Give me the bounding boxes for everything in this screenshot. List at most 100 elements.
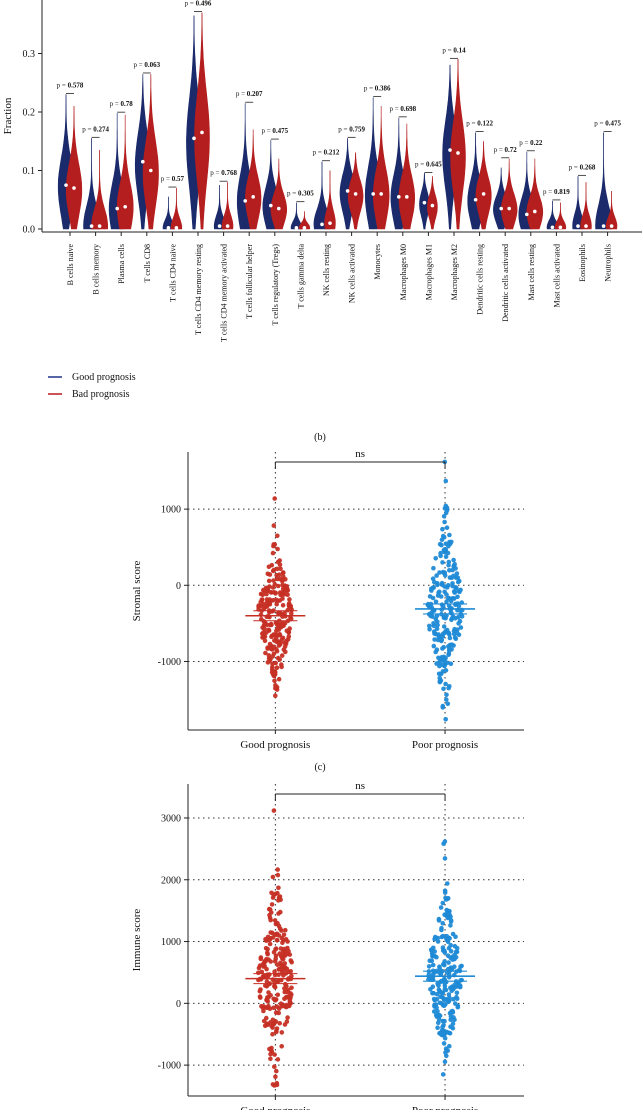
median-dot-good [141,159,145,164]
data-point [433,556,439,561]
data-point [456,614,461,620]
data-point [275,1057,281,1062]
data-point [443,503,449,509]
p-value-label: p = 0.759 [338,125,365,133]
data-point [282,640,287,646]
data-point [433,1013,439,1018]
median-dot-bad [533,209,537,214]
median-dot-good [601,224,606,228]
violin-bad-right [304,211,311,230]
data-point [280,586,286,591]
median-dot-good [115,206,119,211]
data-point [282,989,288,995]
violin-good-left [236,103,246,230]
data-point [279,928,284,933]
data-point [447,1043,452,1049]
violin-good-left [162,196,169,230]
data-point [275,992,281,998]
data-point [445,881,450,886]
data-point [258,995,263,1000]
data-point [437,988,442,993]
data-point [280,603,286,608]
x-tick-label: Poor prognosis [412,1105,478,1110]
data-point [267,907,273,912]
data-point [275,626,280,631]
data-point [437,570,442,575]
data-point [443,717,449,722]
data-point [274,1068,279,1074]
data-point [272,1083,277,1088]
category-label: NK cells activated [348,244,357,303]
p-value-label: p = 0.78 [110,100,134,108]
data-point [439,537,445,543]
data-point [443,681,448,687]
data-point [264,984,270,989]
violin-bad-right [560,202,567,230]
data-point [454,585,459,591]
data-point [450,1008,455,1014]
data-point [441,686,446,692]
data-point [270,1017,276,1023]
data-point [437,966,443,971]
scatter-panel-d: -1000 0 1000 2000 3000 Immune score Good progn… [131,780,524,1110]
data-point [435,935,441,941]
violin-panel-b: Fraction 0.0 0.1 0.2 0.3 p = 0.578 B cells n… [2,0,642,342]
data-point [444,913,449,918]
data-point [443,897,449,902]
data-point [285,592,290,597]
data-point [282,986,287,991]
data-point [448,610,454,616]
violin-good-left [467,132,476,230]
data-point [265,999,271,1004]
median-dot-bad [430,203,435,208]
data-point [283,981,288,987]
data-point [268,959,274,964]
data-point [448,923,453,928]
violin-bad-right [227,182,234,230]
median-dot-bad [200,130,204,135]
data-point [454,949,460,955]
data-point [450,567,455,573]
data-point [275,872,281,878]
x-tick-label: Good prognosis [240,739,310,751]
median-dot-good [192,136,196,141]
data-point [262,638,268,644]
data-point [274,566,280,572]
data-point [439,580,445,586]
data-point [445,953,451,958]
data-point [449,967,455,972]
data-point [453,602,458,607]
median-dot-good [269,203,273,208]
data-point [278,953,284,959]
data-point [445,966,451,972]
data-point [440,669,446,674]
violin-bad-right [585,182,592,230]
data-point [439,1028,445,1033]
data-point [437,541,443,547]
median-dot-good [64,183,68,187]
data-point [426,964,432,969]
p-value-label: p = 0.475 [594,119,621,127]
median-dot-good [422,200,427,205]
data-point [434,573,439,578]
data-point [440,526,445,532]
data-point [433,599,439,605]
data-point [275,546,280,552]
data-point [437,663,442,669]
data-point [274,601,280,607]
data-point [458,587,463,593]
violin-bad-right [432,176,438,230]
data-point [455,1004,461,1010]
data-point [443,1046,449,1051]
data-point [260,1005,266,1011]
data-point [279,935,285,941]
data-point [273,686,278,691]
data-point [435,1009,440,1014]
data-point [427,627,432,632]
median-dot-bad [72,186,76,190]
data-point [279,970,285,975]
data-point [276,611,281,616]
data-point [289,985,294,991]
data-point [442,856,448,861]
median-dot-bad [405,195,409,199]
